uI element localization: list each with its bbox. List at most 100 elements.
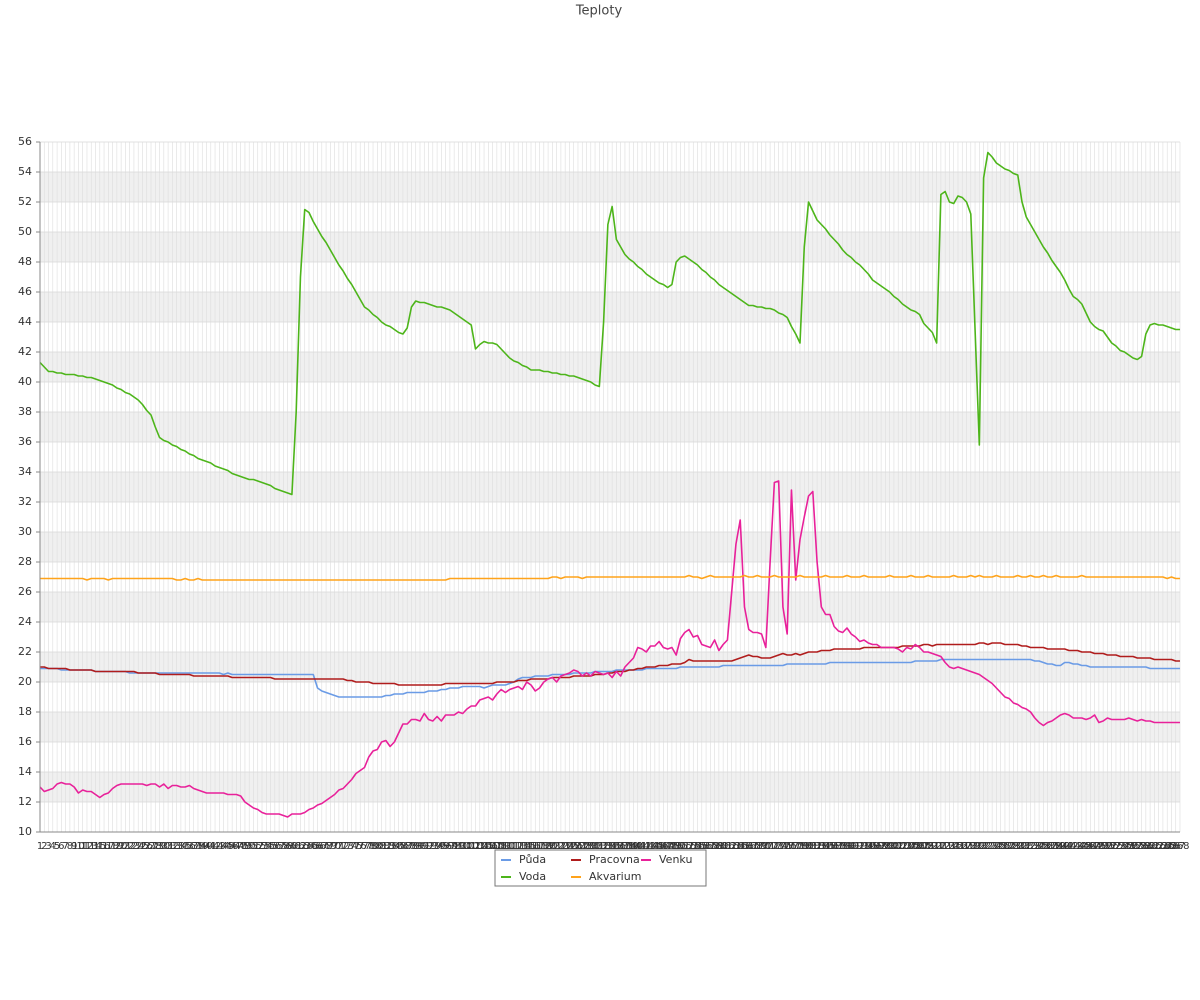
y-tick-label: 50 <box>18 225 32 238</box>
x-tick-label: 160 <box>709 841 728 852</box>
x-tick-label: 170 <box>752 841 771 852</box>
x-tick-label: 49 <box>239 841 252 852</box>
x-tick-label: 114 <box>513 841 532 852</box>
x-tick-label: 65 <box>307 841 320 852</box>
x-tick-label: 151 <box>671 841 690 852</box>
series-line <box>40 642 1180 686</box>
x-tick-label: 135 <box>603 841 622 852</box>
y-tick-label: 26 <box>18 585 32 598</box>
y-tick-label: 44 <box>18 315 32 328</box>
y-tick-label: 30 <box>18 525 32 538</box>
x-tick-label: 174 <box>769 841 788 852</box>
x-tick-label: 77 <box>358 841 371 852</box>
x-tick-label: 153 <box>679 841 698 852</box>
x-tick-label: 219 <box>961 841 980 852</box>
x-tick-label: 24 <box>132 841 145 852</box>
x-tick-label: 73 <box>341 841 354 852</box>
x-tick-label: 200 <box>880 841 899 852</box>
x-tick-label: 137 <box>611 841 630 852</box>
legend: Půda Pracovna Venku Voda Akvarium <box>494 849 707 887</box>
x-tick-label: 267 <box>1166 841 1185 852</box>
x-tick-label: 164 <box>726 841 745 852</box>
x-tick-label: 172 <box>761 841 780 852</box>
x-tick-label: 40 <box>200 841 213 852</box>
x-tick-label: 95 <box>435 841 448 852</box>
x-tick-label: 109 <box>492 841 511 852</box>
x-tick-label: 26 <box>140 841 153 852</box>
series-line <box>40 574 1180 581</box>
x-tick-label: 201 <box>884 841 903 852</box>
x-tick-label: 90 <box>414 841 427 852</box>
chart-title: Teploty <box>575 4 623 19</box>
x-tick-label: 226 <box>991 841 1010 852</box>
x-tick-label: 194 <box>854 841 873 852</box>
x-tick-label: 179 <box>790 841 809 852</box>
x-tick-label: 2 <box>41 841 47 852</box>
x-tick-label: 159 <box>705 841 724 852</box>
x-tick-label: 112 <box>504 841 523 852</box>
y-tick-label: 32 <box>18 495 32 508</box>
x-tick-label: 249 <box>1089 841 1108 852</box>
x-tick-label: 155 <box>688 841 707 852</box>
x-tick-label: 257 <box>1123 841 1142 852</box>
x-tick-label: 111 <box>500 841 519 852</box>
x-tick-label: 134 <box>598 841 617 852</box>
x-tick-label: 149 <box>662 841 681 852</box>
x-tick-label: 245 <box>1072 841 1091 852</box>
x-tick-label: 250 <box>1094 841 1113 852</box>
x-tick-label: 5 <box>54 841 60 852</box>
x-tick-label: 169 <box>748 841 767 852</box>
x-tick-label: 253 <box>1106 841 1125 852</box>
y-tick-label: 28 <box>18 555 32 568</box>
x-tick-label: 107 <box>483 841 502 852</box>
x-tick-label: 80 <box>371 841 384 852</box>
series-line <box>39 480 1180 818</box>
y-tick-label: 22 <box>18 645 32 658</box>
x-tick-label: 7 <box>62 841 68 852</box>
x-tick-label: 244 <box>1068 841 1087 852</box>
x-tick-label: 192 <box>846 841 865 852</box>
x-tick-label: 105 <box>474 841 493 852</box>
x-tick-label: 59 <box>281 841 294 852</box>
x-tick-label: 212 <box>931 841 950 852</box>
x-tick-label: 214 <box>940 841 959 852</box>
x-tick-label: 222 <box>974 841 993 852</box>
x-tick-label: 265 <box>1158 841 1177 852</box>
x-tick-label: 239 <box>1047 841 1066 852</box>
x-tick-label: 234 <box>1025 841 1044 852</box>
x-tick-label: 246 <box>1077 841 1096 852</box>
x-tick-label: 268 <box>1170 841 1189 852</box>
x-tick-label: 163 <box>722 841 741 852</box>
x-tick-label: 83 <box>384 841 397 852</box>
x-tick-label: 197 <box>867 841 886 852</box>
x-tick-label: 147 <box>654 841 673 852</box>
grid-band <box>40 412 1180 442</box>
x-tick-label: 217 <box>953 841 972 852</box>
x-tick-label: 139 <box>620 841 639 852</box>
x-tick-label: 72 <box>337 841 350 852</box>
x-tick-label: 236 <box>1034 841 1053 852</box>
x-tick-label: 116 <box>521 841 540 852</box>
x-tick-label: 39 <box>196 841 209 852</box>
x-tick-label: 184 <box>812 841 831 852</box>
x-tick-label: 262 <box>1145 841 1164 852</box>
x-tick-label: 141 <box>628 841 647 852</box>
x-tick-label: 63 <box>298 841 311 852</box>
x-tick-label: 54 <box>260 841 273 852</box>
x-tick-label: 31 <box>162 841 175 852</box>
x-tick-label: 27 <box>145 841 158 852</box>
x-tick-label: 258 <box>1128 841 1147 852</box>
grid-band <box>40 172 1180 202</box>
x-tick-label: 176 <box>778 841 797 852</box>
x-tick-label: 238 <box>1042 841 1061 852</box>
y-tick-label: 16 <box>18 735 32 748</box>
x-tick-label: 35 <box>179 841 192 852</box>
x-tick-label: 46 <box>226 841 239 852</box>
x-tick-label: 55 <box>264 841 277 852</box>
x-tick-label: 136 <box>607 841 626 852</box>
x-tick-label: 37 <box>187 841 200 852</box>
x-tick-label: 102 <box>462 841 481 852</box>
x-tick-label: 62 <box>294 841 307 852</box>
x-tick-label: 64 <box>303 841 316 852</box>
x-tick-label: 205 <box>901 841 920 852</box>
